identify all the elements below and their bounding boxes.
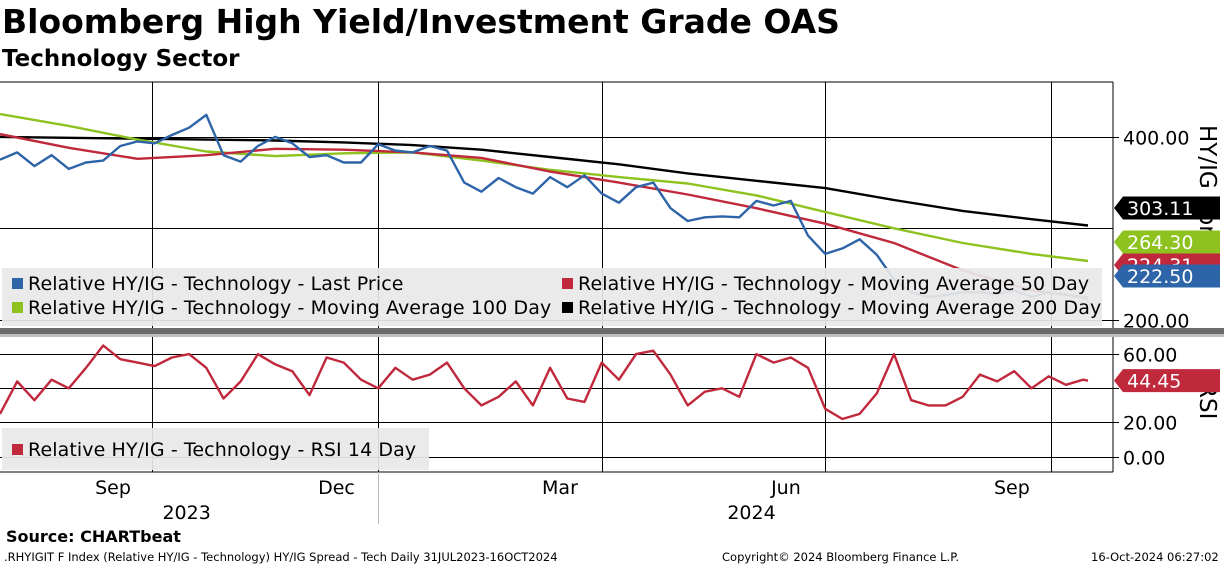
lower-legend xyxy=(2,428,429,470)
value-tag-ma200: 303.11 xyxy=(1127,198,1193,220)
legend-swatch xyxy=(562,302,573,313)
value-tag-ma200-bg xyxy=(1114,196,1220,220)
upper-legend xyxy=(2,268,1102,326)
panel-divider xyxy=(0,328,1224,334)
y-tick-label: 60.00 xyxy=(1123,345,1177,367)
legend-label: Relative HY/IG - Technology - Moving Ave… xyxy=(28,297,552,319)
panel-divider-shadow xyxy=(0,334,1224,337)
x-tick-label: Mar xyxy=(542,477,578,499)
y-tick-label: 400.00 xyxy=(1123,128,1189,150)
timestamp: 16-Oct-2024 06:27:02 xyxy=(1091,550,1219,564)
legend-item-last-price: Relative HY/IG - Technology - Last Price xyxy=(12,273,404,295)
chart-subtitle: Technology Sector xyxy=(2,46,240,72)
legend-item-ma200: Relative HY/IG - Technology - Moving Ave… xyxy=(562,297,1101,319)
series-line-ma200 xyxy=(0,135,1089,227)
legend-swatch xyxy=(12,278,23,289)
copyright: Copyright© 2024 Bloomberg Finance L.P. xyxy=(722,550,959,564)
y-tick-label: 0.00 xyxy=(1123,448,1165,470)
x-year-label: 2024 xyxy=(727,502,775,524)
value-tag-last-price-bg xyxy=(1114,264,1220,288)
x-year-label: 2023 xyxy=(162,502,210,524)
ticker-info: .RHYIGIT F Index (Relative HY/IG - Techn… xyxy=(4,550,558,564)
value-tag-rsi-bg xyxy=(1114,369,1220,393)
legend-swatch xyxy=(12,444,23,455)
series-line-rsi xyxy=(0,344,1089,421)
x-tick-label: Sep xyxy=(994,477,1030,499)
x-tick-label: Sep xyxy=(95,477,131,499)
x-tick-label: Dec xyxy=(318,477,355,499)
legend-label: Relative HY/IG - Technology - Last Price xyxy=(28,273,404,295)
legend-swatch xyxy=(562,278,573,289)
legend-label: Relative HY/IG - Technology - Moving Ave… xyxy=(578,273,1090,295)
legend-swatch xyxy=(12,302,23,313)
value-tag-last-price: 222.50 xyxy=(1127,266,1193,288)
legend-label: Relative HY/IG - Technology - Moving Ave… xyxy=(578,297,1102,319)
source-label: Source: CHARTbeat xyxy=(6,527,181,546)
x-tick-label: Jun xyxy=(770,477,801,499)
series-line-ma50 xyxy=(0,132,1089,299)
legend-item-rsi: Relative HY/IG - Technology - RSI 14 Day xyxy=(12,439,416,461)
y-tick-label: 20.00 xyxy=(1123,413,1177,435)
series-layer xyxy=(0,112,1089,421)
legend-item-ma50: Relative HY/IG - Technology - Moving Ave… xyxy=(562,273,1089,295)
value-tag-ma100-bg xyxy=(1114,230,1220,254)
legend-label: Relative HY/IG - Technology - RSI 14 Day xyxy=(28,439,417,461)
y-tick-label: 200.00 xyxy=(1123,311,1189,333)
chart-title: Bloomberg High Yield/Investment Grade OA… xyxy=(2,2,840,41)
series-line-ma100 xyxy=(0,112,1089,263)
legend-item-ma100: Relative HY/IG - Technology - Moving Ave… xyxy=(12,297,551,319)
value-tag-ma100: 264.30 xyxy=(1127,232,1193,254)
value-tag-rsi: 44.45 xyxy=(1127,371,1181,393)
